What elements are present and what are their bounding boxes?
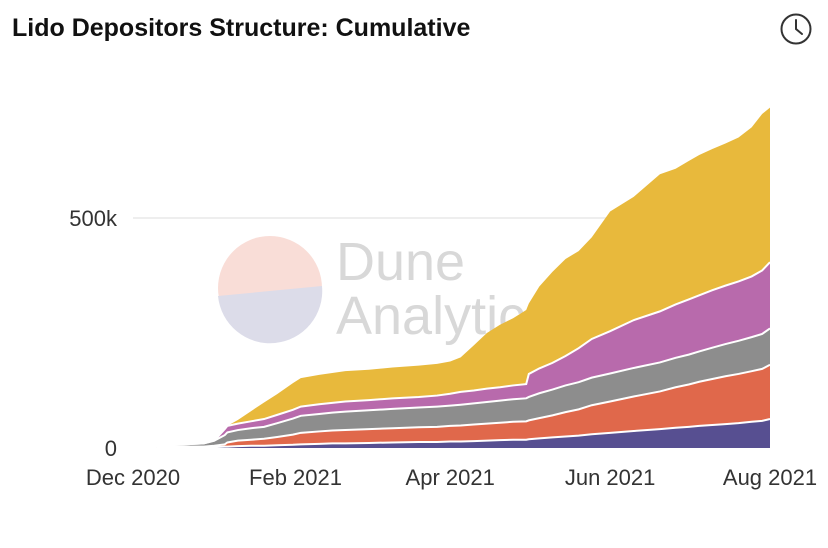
watermark-line1: Dune xyxy=(336,232,465,292)
series-area-5[interactable] xyxy=(156,107,770,447)
y-axis: 0 500k xyxy=(69,206,118,461)
series-area-1[interactable] xyxy=(156,419,770,448)
series-boundary-4 xyxy=(156,261,771,448)
x-tick-label: Dec 2020 xyxy=(86,465,180,490)
series-boundary-2 xyxy=(156,363,771,449)
series-area-3[interactable] xyxy=(156,328,770,448)
series-boundary-1 xyxy=(156,418,771,449)
y-tick-label: 500k xyxy=(69,206,118,231)
series-area-4[interactable] xyxy=(156,262,770,447)
x-tick-label: Aug 2021 xyxy=(723,465,817,490)
series-area-2[interactable] xyxy=(156,364,770,448)
series-boundary-3 xyxy=(156,327,771,448)
watermark: Dune Analytics xyxy=(218,232,552,346)
series-layers xyxy=(156,107,771,449)
y-tick-label: 0 xyxy=(105,436,117,461)
chart-title: Lido Depositors Structure: Cumulative xyxy=(12,14,471,42)
watermark-logo-lower xyxy=(218,286,323,344)
x-tick-label: Feb 2021 xyxy=(249,465,342,490)
x-axis: Dec 2020 Feb 2021 Apr 2021 Jun 2021 Aug 2021 xyxy=(86,465,817,490)
clock-icon[interactable] xyxy=(779,12,813,46)
x-tick-label: Jun 2021 xyxy=(565,465,656,490)
x-tick-label: Apr 2021 xyxy=(406,465,495,490)
